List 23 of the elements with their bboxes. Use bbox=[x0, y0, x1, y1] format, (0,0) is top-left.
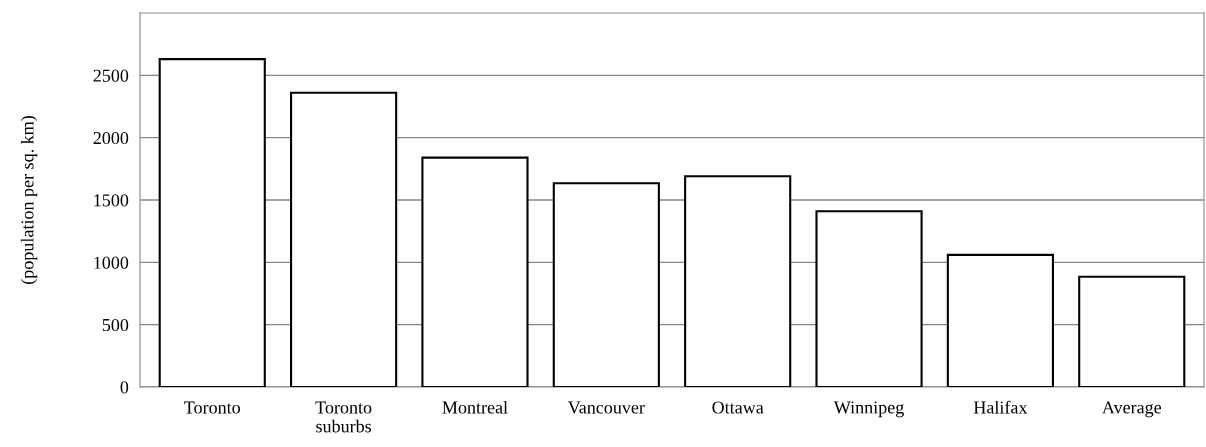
y-tick-label: 2500 bbox=[93, 69, 129, 82]
y-tick-label: 1500 bbox=[94, 194, 129, 207]
bar bbox=[684, 175, 792, 387]
x-tick-label: Toronto bbox=[184, 401, 241, 414]
x-tick-label: Ottawa bbox=[712, 401, 764, 414]
y-tick-label: 0 bbox=[120, 381, 129, 394]
x-tick-label: Montreal bbox=[442, 400, 508, 414]
y-tick-label: 500 bbox=[102, 318, 129, 332]
x-tick-label: Vancouver bbox=[567, 401, 645, 414]
y-tick-label: 1000 bbox=[94, 256, 129, 269]
x-tick-label: Halifax bbox=[973, 400, 1028, 414]
y-tick-label: 2000 bbox=[93, 131, 129, 145]
bar bbox=[815, 210, 923, 387]
bar bbox=[290, 91, 398, 387]
x-tick-label: Average bbox=[1102, 401, 1162, 418]
x-tick-label: Winnipeg bbox=[833, 401, 904, 418]
x-tick-label: Toronto suburbs bbox=[315, 401, 372, 433]
bar bbox=[946, 253, 1054, 387]
bar bbox=[158, 58, 266, 387]
bar bbox=[1078, 275, 1186, 387]
y-axis-title: (population per sq. km) bbox=[20, 116, 38, 284]
bar bbox=[421, 156, 529, 387]
bar bbox=[552, 182, 660, 387]
